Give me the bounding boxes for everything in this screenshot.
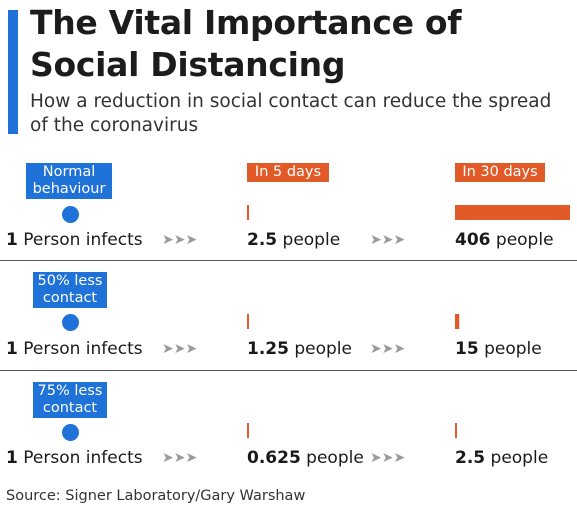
bar-5-days-row-1 xyxy=(247,205,249,220)
value-30-days: 15 people xyxy=(455,339,542,359)
arrows-icon: ➤➤➤ xyxy=(370,450,406,466)
bar-5-days-row-2 xyxy=(247,314,249,329)
person-dot xyxy=(62,314,79,331)
row-label-50-less: 50% less contact xyxy=(33,272,107,308)
person-dot xyxy=(62,206,79,223)
value-30-days: 2.5 people xyxy=(455,448,549,468)
bar-30-days-row-2 xyxy=(455,314,460,329)
row-label-75-less: 75% less contact xyxy=(33,382,107,418)
row-start-text: 1 Person infects xyxy=(6,448,143,468)
person-dot xyxy=(62,424,79,441)
row-divider xyxy=(0,260,577,261)
title-accent-bar xyxy=(8,10,18,134)
bar-30-days-row-3 xyxy=(455,423,457,438)
value-5-days: 1.25 people xyxy=(247,339,352,359)
source-note: Source: Signer Laboratory/Gary Warshaw xyxy=(6,488,306,504)
value-5-days: 0.625 people xyxy=(247,448,364,468)
arrows-icon: ➤➤➤ xyxy=(370,341,406,357)
chart-subtitle: How a reduction in social contact can re… xyxy=(30,91,552,136)
arrows-icon: ➤➤➤ xyxy=(162,341,198,357)
header-30-days: In 30 days xyxy=(455,163,545,182)
arrows-icon: ➤➤➤ xyxy=(370,232,406,248)
header-5-days: In 5 days xyxy=(247,163,329,182)
value-30-days: 406 people xyxy=(455,230,554,250)
arrows-icon: ➤➤➤ xyxy=(162,232,198,248)
row-label-normal: Normal behaviour xyxy=(26,163,112,199)
row-start-text: 1 Person infects xyxy=(6,339,143,359)
bar-5-days-row-3 xyxy=(247,423,249,438)
arrows-icon: ➤➤➤ xyxy=(162,450,198,466)
value-5-days: 2.5 people xyxy=(247,230,341,250)
row-divider xyxy=(0,370,577,371)
bar-30-days-row-1 xyxy=(455,205,570,220)
chart-title: The Vital Importance of Social Distancin… xyxy=(30,3,462,84)
row-start-text: 1 Person infects xyxy=(6,230,143,250)
